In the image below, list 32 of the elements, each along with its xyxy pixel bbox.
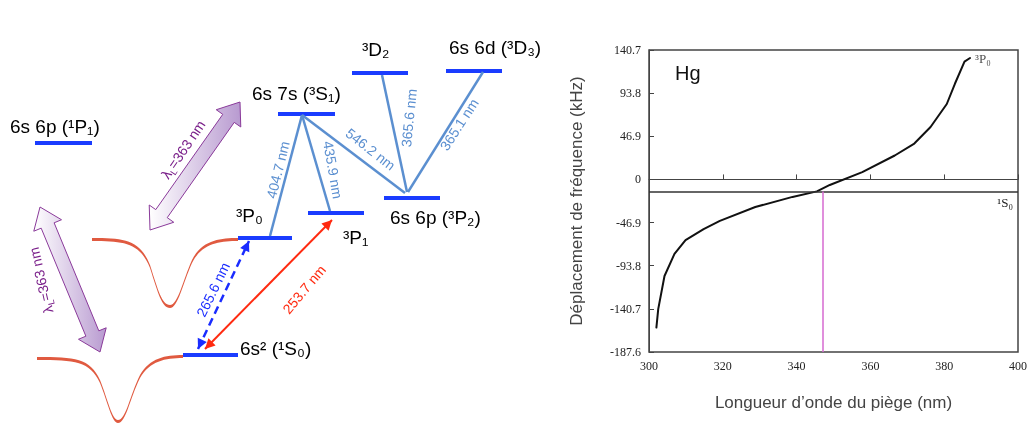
x-tick-label: 340 [787, 359, 806, 373]
y-tick-label: -187.6 [610, 345, 641, 359]
y-tick-label: 46.9 [620, 129, 641, 144]
text: 6s 6d (³D₃) [449, 37, 542, 58]
y-tick-label: 140.7 [614, 43, 641, 57]
text: ³D₂ [362, 39, 390, 60]
x-tick-label: 380 [935, 359, 954, 373]
ref-line-label: ¹S₀ [997, 195, 1013, 211]
x-tick-label: 300 [640, 359, 658, 373]
x-tick-label: 360 [861, 359, 880, 373]
y-tick-label: 93.8 [620, 86, 641, 101]
y-tick-label: -140.7 [610, 301, 641, 316]
text: 6s 6p (³P₂) [390, 207, 481, 228]
x-axis-title: Longueur d’onde du piège (nm) [714, 393, 953, 412]
y-axis-title: Déplacement de fréquence (kHz) [567, 76, 586, 326]
x-tick-label: 320 [713, 359, 732, 373]
text: 265.6 nm [192, 259, 233, 320]
text: 6s² (¹S₀) [240, 338, 312, 359]
line-series [655, 57, 972, 329]
text: 6s 7s (³S₁) [252, 83, 341, 104]
text: 404.7 nm [262, 139, 293, 200]
annotation: Hg [675, 62, 701, 84]
y-tick-label: -46.9 [616, 215, 641, 230]
text: ³P₁ [343, 227, 369, 248]
text: 435.9 nm [320, 139, 347, 200]
annotation: ³P₀ [975, 50, 991, 66]
x-tick-label: 400 [1009, 359, 1027, 373]
y-tick-label: -93.8 [616, 258, 641, 273]
text: 6s 6p (¹P₁) [10, 116, 100, 137]
y-tick-label: 0 [635, 172, 641, 187]
text: ³P₀ [236, 205, 263, 226]
text: 365.6 nm [397, 88, 420, 148]
